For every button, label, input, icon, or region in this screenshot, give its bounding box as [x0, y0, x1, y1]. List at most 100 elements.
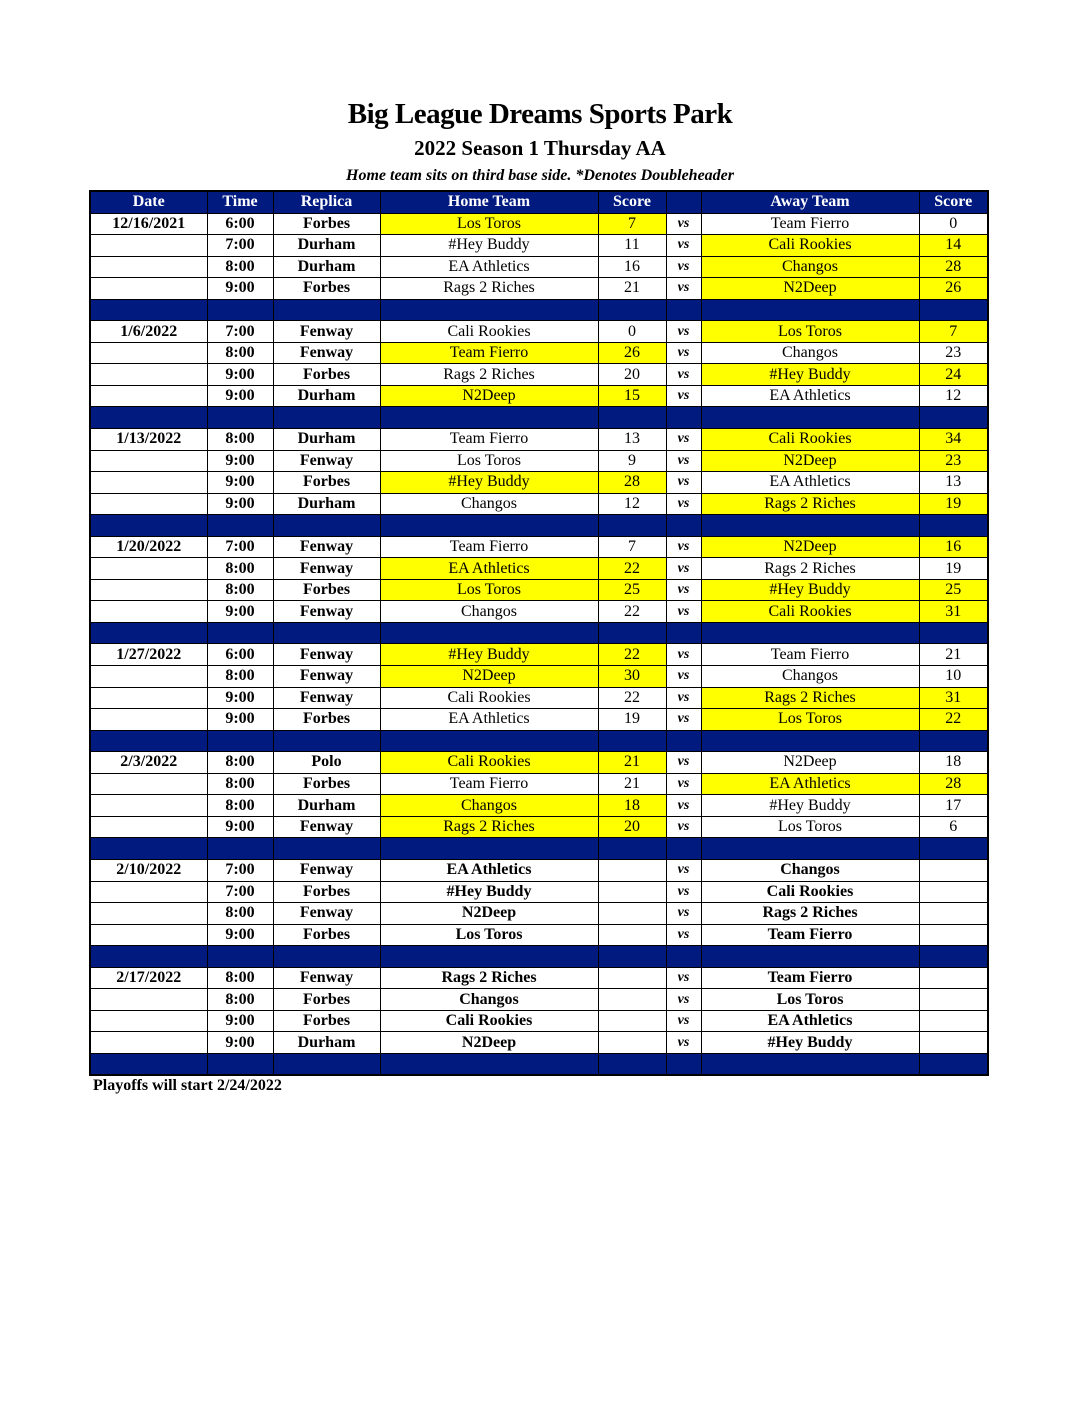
away-team-cell: N2Deep	[700, 277, 920, 300]
away-team-cell: Changos	[700, 858, 920, 882]
separator-cell	[379, 729, 599, 753]
separator-cell	[272, 837, 381, 860]
away-team-cell: EA Athletics	[700, 384, 920, 408]
away-score-cell: 26	[918, 277, 989, 300]
table-row: 7:00 Durham #Hey Buddy 11 vs Cali Rookies 14	[89, 234, 989, 257]
separator-cell	[89, 1052, 208, 1076]
home-team-cell: Rags 2 Riches	[379, 966, 599, 990]
date-cell: 1/6/2022	[89, 320, 208, 343]
vs-label: vs	[665, 1009, 702, 1033]
date-cell	[89, 600, 208, 623]
separator-cell	[89, 945, 208, 968]
away-team-cell: N2Deep	[700, 449, 920, 473]
table-row: 1/20/2022 7:00 Fenway Team Fierro 7 vs N2Deep 1…	[89, 535, 989, 559]
away-score-cell	[918, 966, 989, 990]
home-score-cell	[597, 1031, 667, 1054]
table-row: 8:00 Fenway N2Deep 30 vs Changos 10	[89, 665, 989, 688]
home-team-cell: Changos	[379, 600, 599, 623]
away-score-cell	[918, 1009, 989, 1033]
vs-label: vs	[665, 643, 702, 667]
table-row: 9:00 Forbes Rags 2 Riches 21 vs N2Deep 26	[89, 277, 989, 300]
header-vs	[665, 190, 702, 214]
time-cell: 9:00	[206, 815, 274, 839]
page-title: Big League Dreams Sports Park	[347, 98, 733, 130]
home-score-cell: 22	[597, 643, 667, 667]
vs-label: vs	[665, 384, 702, 408]
field-cell: Durham	[272, 428, 381, 451]
separator-cell	[700, 406, 920, 430]
home-team-cell: #Hey Buddy	[379, 234, 599, 257]
table-row: 9:00 Fenway Rags 2 Riches 20 vs Los Toros 6	[89, 815, 989, 839]
separator-cell	[918, 945, 989, 968]
separator-cell	[918, 514, 989, 537]
vs-label: vs	[665, 686, 702, 710]
date-cell: 1/20/2022	[89, 535, 208, 559]
home-score-cell: 0	[597, 320, 667, 343]
date-cell	[89, 880, 208, 904]
separator-cell	[379, 514, 599, 537]
away-score-cell: 17	[918, 794, 989, 817]
field-cell: Forbes	[272, 708, 381, 731]
separator-cell	[272, 514, 381, 537]
home-score-cell: 12	[597, 492, 667, 516]
week-separator-row	[89, 514, 989, 537]
header-date: Date	[89, 190, 208, 214]
vs-label: vs	[665, 902, 702, 925]
table-row: 8:00 Fenway EA Athletics 22 vs Rags 2 Riches 1…	[89, 557, 989, 580]
separator-cell	[379, 1052, 599, 1076]
separator-cell	[700, 1052, 920, 1076]
separator-cell	[89, 514, 208, 537]
separator-cell	[665, 298, 702, 322]
home-team-cell: #Hey Buddy	[379, 471, 599, 494]
vs-label: vs	[665, 449, 702, 473]
home-score-cell: 7	[597, 535, 667, 559]
time-cell: 8:00	[206, 751, 274, 774]
away-score-cell: 13	[918, 471, 989, 494]
table-row: 8:00 Forbes Los Toros 25 vs #Hey Buddy 25	[89, 578, 989, 602]
home-score-cell: 21	[597, 277, 667, 300]
time-cell: 9:00	[206, 492, 274, 516]
time-cell: 8:00	[206, 988, 274, 1011]
home-team-cell: #Hey Buddy	[379, 880, 599, 904]
vs-label: vs	[665, 665, 702, 688]
time-cell: 9:00	[206, 1031, 274, 1054]
vs-label: vs	[665, 535, 702, 559]
home-score-cell: 28	[597, 471, 667, 494]
home-score-cell: 22	[597, 686, 667, 710]
away-team-cell: Los Toros	[700, 815, 920, 839]
home-team-cell: EA Athletics	[379, 255, 599, 279]
table-row: 1/6/2022 7:00 Fenway Cali Rookies 0 vs Los Tor…	[89, 320, 989, 343]
separator-cell	[700, 729, 920, 753]
field-cell: Forbes	[272, 988, 381, 1011]
vs-label: vs	[665, 751, 702, 774]
vs-label: vs	[665, 815, 702, 839]
home-score-cell: 26	[597, 341, 667, 365]
time-cell: 8:00	[206, 772, 274, 796]
time-cell: 9:00	[206, 363, 274, 386]
separator-cell	[665, 837, 702, 860]
separator-cell	[272, 729, 381, 753]
separator-cell	[597, 945, 667, 968]
date-cell	[89, 794, 208, 817]
separator-cell	[597, 1052, 667, 1076]
separator-cell	[206, 298, 274, 322]
table-row: 9:00 Forbes Los Toros vs Team Fierro	[89, 923, 989, 947]
vs-label: vs	[665, 600, 702, 623]
field-cell: Forbes	[272, 880, 381, 904]
date-cell	[89, 384, 208, 408]
time-cell: 8:00	[206, 428, 274, 451]
vs-label: vs	[665, 428, 702, 451]
away-team-cell: #Hey Buddy	[700, 1031, 920, 1054]
home-team-cell: Los Toros	[379, 578, 599, 602]
date-cell	[89, 923, 208, 947]
separator-cell	[272, 298, 381, 322]
table-row: 2/10/2022 7:00 Fenway EA Athletics vs Changos	[89, 858, 989, 882]
time-cell: 8:00	[206, 794, 274, 817]
separator-cell	[206, 945, 274, 968]
page-subtitle: 2022 Season 1 Thursday AA	[414, 136, 666, 160]
away-team-cell: #Hey Buddy	[700, 363, 920, 386]
field-cell: Durham	[272, 234, 381, 257]
vs-label: vs	[665, 858, 702, 882]
away-score-cell: 7	[918, 320, 989, 343]
home-score-cell: 21	[597, 772, 667, 796]
